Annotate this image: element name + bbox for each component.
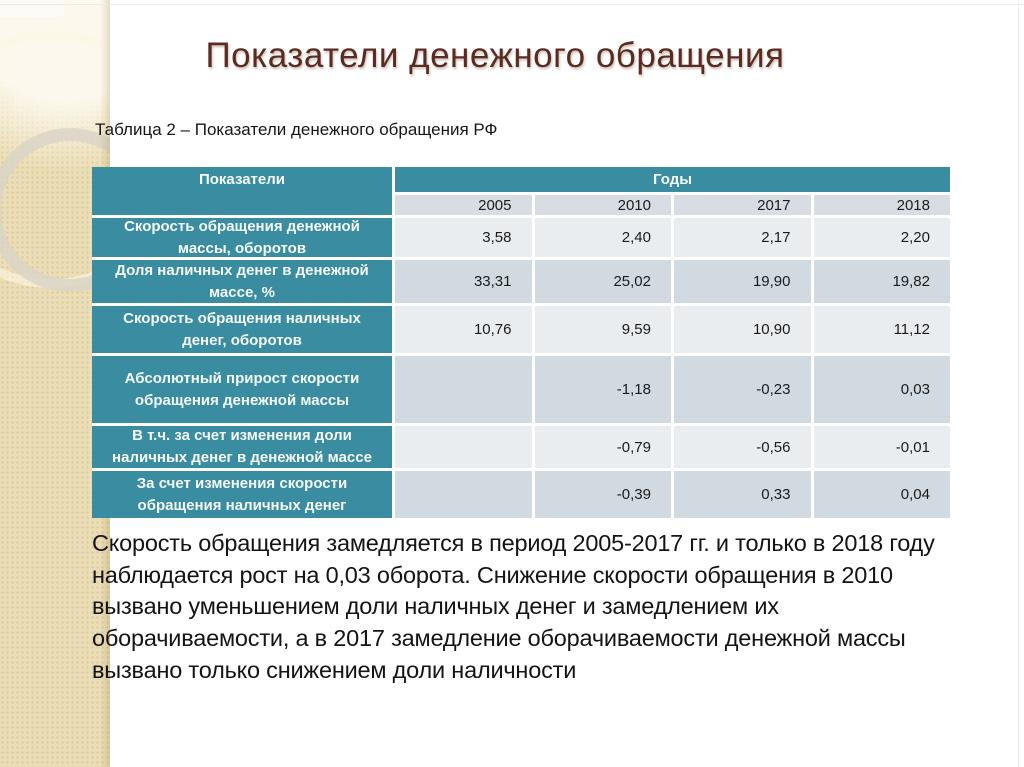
year-column-header: 2018: [813, 195, 950, 215]
corner-tab-decoration: [0, 0, 64, 17]
year-column-header: 2010: [534, 195, 671, 215]
table-cell: 2,17: [674, 218, 811, 257]
commentary-text: Скорость обращения замедляется в период …: [92, 530, 935, 683]
table-caption: Таблица 2 – Показатели денежного обращен…: [95, 120, 498, 139]
slide-frame-right: [1018, 0, 1019, 767]
row-label: За счет изменения скорости обращения нал…: [92, 471, 392, 518]
table-cell: [395, 471, 532, 518]
decorative-sidebar: [0, 0, 110, 767]
table-cell: 25,02: [534, 260, 671, 303]
table-cell: 3,58: [395, 218, 532, 257]
table-cell: -0,56: [674, 426, 811, 468]
year-column-header: 2005: [395, 195, 532, 215]
table-cell: 9,59: [534, 306, 671, 353]
page-title: Показатели денежного обращения: [205, 36, 785, 75]
table-cell: -0,39: [534, 471, 671, 518]
row-label: Скорость обращения наличных денег, оборо…: [92, 306, 392, 353]
table-cell: -1,18: [534, 356, 671, 423]
table-cell: 33,31: [395, 260, 532, 303]
table-cell: 11,12: [813, 306, 950, 353]
slide-frame-top: [0, 4, 1024, 5]
table-cell: [395, 426, 532, 468]
table-cell: [395, 356, 532, 423]
row-label: В т.ч. за счет изменения доли наличных д…: [92, 426, 392, 468]
row-label: Абсолютный прирост скорости обращения де…: [92, 356, 392, 423]
year-column-header: 2017: [674, 195, 811, 215]
table-cell: 10,76: [395, 306, 532, 353]
table-cell: -0,79: [534, 426, 671, 468]
table-cell: -0,01: [813, 426, 950, 468]
table-header-years: Годы: [395, 167, 950, 192]
table-cell: 19,82: [813, 260, 950, 303]
table-cell: 19,90: [674, 260, 811, 303]
table-header-indicators: Показатели: [92, 167, 392, 215]
table-cell: -0,23: [674, 356, 811, 423]
row-label: Скорость обращения денежной массы, оборо…: [92, 218, 392, 257]
table-cell: 10,90: [674, 306, 811, 353]
table-cell: 2,40: [534, 218, 671, 257]
table-cell: 0,04: [813, 471, 950, 518]
table-cell: 0,03: [813, 356, 950, 423]
table-cell: 2,20: [813, 218, 950, 257]
money-circulation-table: Показатели Годы 2005 2010 2017 2018 Скор…: [92, 167, 950, 518]
row-label: Доля наличных денег в денежной массе, %: [92, 260, 392, 303]
table-cell: 0,33: [674, 471, 811, 518]
